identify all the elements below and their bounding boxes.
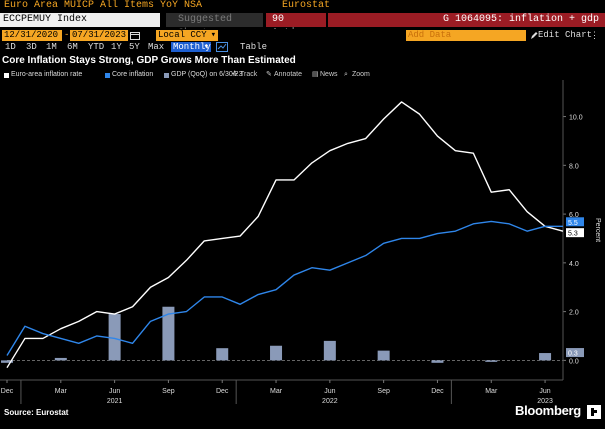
suggested-charts-button[interactable]: Suggested Charts	[166, 13, 263, 39]
date-range-row: 12/31/2020 - 07/31/2023 Local CCY ▾ Add …	[0, 29, 605, 41]
bloomberg-terminal-icon	[587, 405, 601, 419]
bloomberg-logo: Bloomberg	[515, 403, 581, 418]
x-tick-label: Dec	[216, 388, 229, 395]
gdp-bar	[1, 360, 13, 363]
gdp-bar	[216, 348, 229, 361]
gdp-bar	[108, 314, 121, 361]
gdp-bar	[162, 306, 175, 361]
legend-swatch-gdp	[164, 73, 169, 78]
period-selector-row: 1D 3D 1M 6M YTD 1Y 5Y Max Monthly ▾ Tabl…	[0, 41, 605, 53]
y-tick-label: 8.0	[569, 163, 579, 170]
chart-plot[interactable]: 0.0 2.0 4.0 6.0 8.0 10.0 Percent Dec Mar Jun Sep De…	[0, 80, 605, 405]
gdp-bar	[431, 360, 444, 363]
period-6m[interactable]: 6M	[67, 42, 78, 52]
chart-title: Core Inflation Stays Strong, GDP Grows M…	[2, 55, 296, 66]
end-value-label: 5.5	[568, 220, 578, 227]
period-5y[interactable]: 5Y	[129, 42, 140, 52]
chevron-down-icon: ▾	[210, 30, 216, 40]
currency-select[interactable]: Local CCY ▾	[156, 30, 218, 41]
gdp-bar	[377, 350, 390, 361]
chart-tools: ✛ Track ✎ Annotate ▤ News ⌕ Zoom	[232, 69, 402, 81]
edit-chart-button[interactable]: Edit Chart	[538, 30, 593, 40]
gdp-bar	[323, 340, 336, 361]
title-bar: Euro Area MUICP All Items YoY NSA Eurost…	[0, 0, 605, 12]
gdp-bar	[539, 353, 552, 361]
end-value-tag	[566, 217, 584, 227]
inflation-line	[6, 101, 564, 369]
calendar-icon[interactable]	[130, 31, 140, 40]
add-data-input[interactable]: Add Data	[406, 30, 526, 41]
gdp-bar	[485, 360, 498, 362]
legend-swatch-inflation	[4, 73, 9, 78]
gdp-bar	[270, 345, 283, 361]
legend-label-inflation[interactable]: Euro-area inflation rate	[11, 71, 83, 78]
core-inflation-line	[6, 220, 563, 356]
period-1m[interactable]: 1M	[46, 42, 57, 52]
end-value-tag	[566, 228, 584, 238]
x-year-label: 2021	[107, 398, 123, 405]
y-tick-label: 10.0	[569, 115, 583, 122]
x-tick-label: Sep	[377, 388, 390, 395]
legend-label-gdp[interactable]: GDP (QoQ) on 6/30/23	[171, 71, 243, 78]
zoom-icon: ⌕	[344, 71, 348, 78]
table-view-button[interactable]: Table	[240, 42, 268, 52]
annotate-button[interactable]: Annotate	[274, 71, 303, 78]
security-description: Euro Area MUICP All Items YoY NSA	[4, 0, 203, 11]
x-year-label: 2022	[322, 398, 338, 405]
pencil-icon[interactable]	[530, 30, 538, 40]
more-options-icon[interactable]: ⋮	[590, 30, 599, 40]
y-tick-label: 0.0	[569, 358, 579, 365]
x-tick-label: Dec	[431, 388, 444, 395]
start-date-field[interactable]: 12/31/2020	[2, 30, 62, 41]
frequency-select[interactable]: Monthly ▾	[171, 42, 211, 52]
graph-id-label[interactable]: G 1064095: inflation + gdp	[328, 13, 605, 27]
y-tick-label: 4.0	[569, 261, 579, 268]
x-tick-label: Jun	[539, 388, 550, 395]
y-tick-label: 2.0	[569, 310, 579, 317]
track-icon: ✛	[232, 71, 238, 78]
frequency-value: Monthly	[173, 42, 211, 52]
period-1y[interactable]: 1Y	[111, 42, 122, 52]
end-value-label: 0.3	[568, 351, 578, 358]
period-ytd[interactable]: YTD	[88, 42, 105, 52]
legend-label-core[interactable]: Core inflation	[112, 71, 154, 78]
x-tick-label: Jun	[109, 388, 120, 395]
ticker-row: ECCPEMUY Index Suggested Charts 90 Actio…	[0, 12, 605, 39]
data-source-label: Eurostat	[282, 0, 331, 11]
news-button[interactable]: News	[320, 71, 338, 78]
period-max[interactable]: Max	[148, 42, 165, 52]
track-button[interactable]: Track	[240, 71, 258, 78]
ticker-input[interactable]: ECCPEMUY Index	[0, 13, 160, 27]
currency-value: Local CCY	[158, 30, 207, 40]
source-note: Source: Eurostat	[4, 408, 69, 417]
chevron-down-icon: ▾	[203, 42, 209, 52]
gdp-bar	[54, 357, 67, 361]
legend-swatch-core	[105, 73, 110, 78]
date-separator: -	[64, 30, 70, 40]
annotate-icon: ✎	[266, 71, 272, 78]
line-chart-icon[interactable]	[216, 42, 228, 52]
y-axis-label: Percent	[594, 218, 601, 242]
x-year-label: 2023	[537, 398, 553, 405]
x-tick-label: Sep	[162, 388, 175, 395]
period-1d[interactable]: 1D	[5, 42, 16, 52]
zoom-button[interactable]: Zoom	[352, 71, 370, 78]
actions-menu-button[interactable]: 90 Actions	[266, 13, 326, 39]
period-3d[interactable]: 3D	[26, 42, 37, 52]
end-value-tag	[566, 348, 584, 358]
x-tick-label: Jun	[324, 388, 335, 395]
x-tick-label: Dec	[1, 388, 14, 395]
y-tick-label: 6.0	[569, 212, 579, 219]
end-value-label: 5.3	[568, 231, 578, 238]
x-tick-label: Mar	[55, 388, 68, 395]
news-icon: ▤	[312, 71, 319, 78]
x-tick-label: Mar	[485, 388, 498, 395]
chart-legend: Euro-area inflation rate Core inflation …	[2, 70, 262, 80]
end-date-field[interactable]: 07/31/2023	[70, 30, 128, 41]
x-tick-label: Mar	[270, 388, 283, 395]
